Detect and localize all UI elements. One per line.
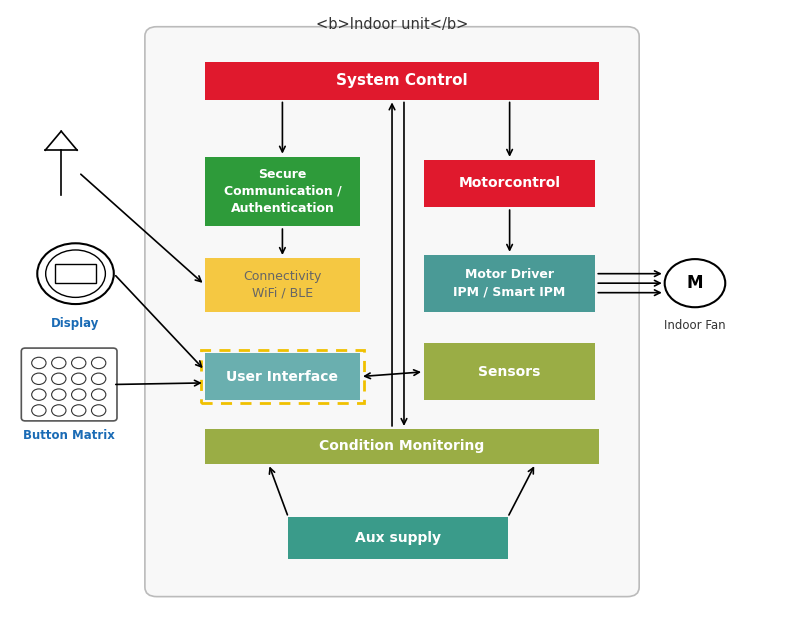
Text: Display: Display [51, 317, 100, 329]
FancyBboxPatch shape [145, 27, 639, 597]
Text: Sensors: Sensors [478, 365, 541, 379]
Text: User Interface: User Interface [226, 370, 338, 384]
FancyBboxPatch shape [424, 254, 595, 312]
FancyBboxPatch shape [205, 353, 360, 400]
FancyBboxPatch shape [424, 160, 595, 207]
FancyBboxPatch shape [205, 62, 599, 100]
FancyBboxPatch shape [288, 518, 508, 558]
Text: M: M [686, 274, 703, 292]
Text: Aux supply: Aux supply [355, 531, 441, 545]
FancyBboxPatch shape [22, 348, 117, 421]
FancyBboxPatch shape [424, 343, 595, 400]
Text: Indoor Fan: Indoor Fan [664, 319, 726, 331]
Text: Secure
Communication /
Authentication: Secure Communication / Authentication [223, 168, 342, 215]
Text: System Control: System Control [336, 73, 468, 88]
Text: Motor Driver
IPM / Smart IPM: Motor Driver IPM / Smart IPM [454, 268, 566, 298]
FancyBboxPatch shape [205, 258, 360, 312]
Text: Button Matrix: Button Matrix [23, 429, 115, 442]
FancyBboxPatch shape [205, 429, 599, 464]
Text: Connectivity
WiFi / BLE: Connectivity WiFi / BLE [243, 270, 322, 300]
FancyBboxPatch shape [205, 156, 360, 226]
Text: Motorcontrol: Motorcontrol [458, 176, 561, 190]
Text: Condition Monitoring: Condition Monitoring [319, 439, 485, 453]
FancyBboxPatch shape [55, 264, 96, 283]
Text: <b>Indoor unit</b>: <b>Indoor unit</b> [316, 17, 468, 32]
